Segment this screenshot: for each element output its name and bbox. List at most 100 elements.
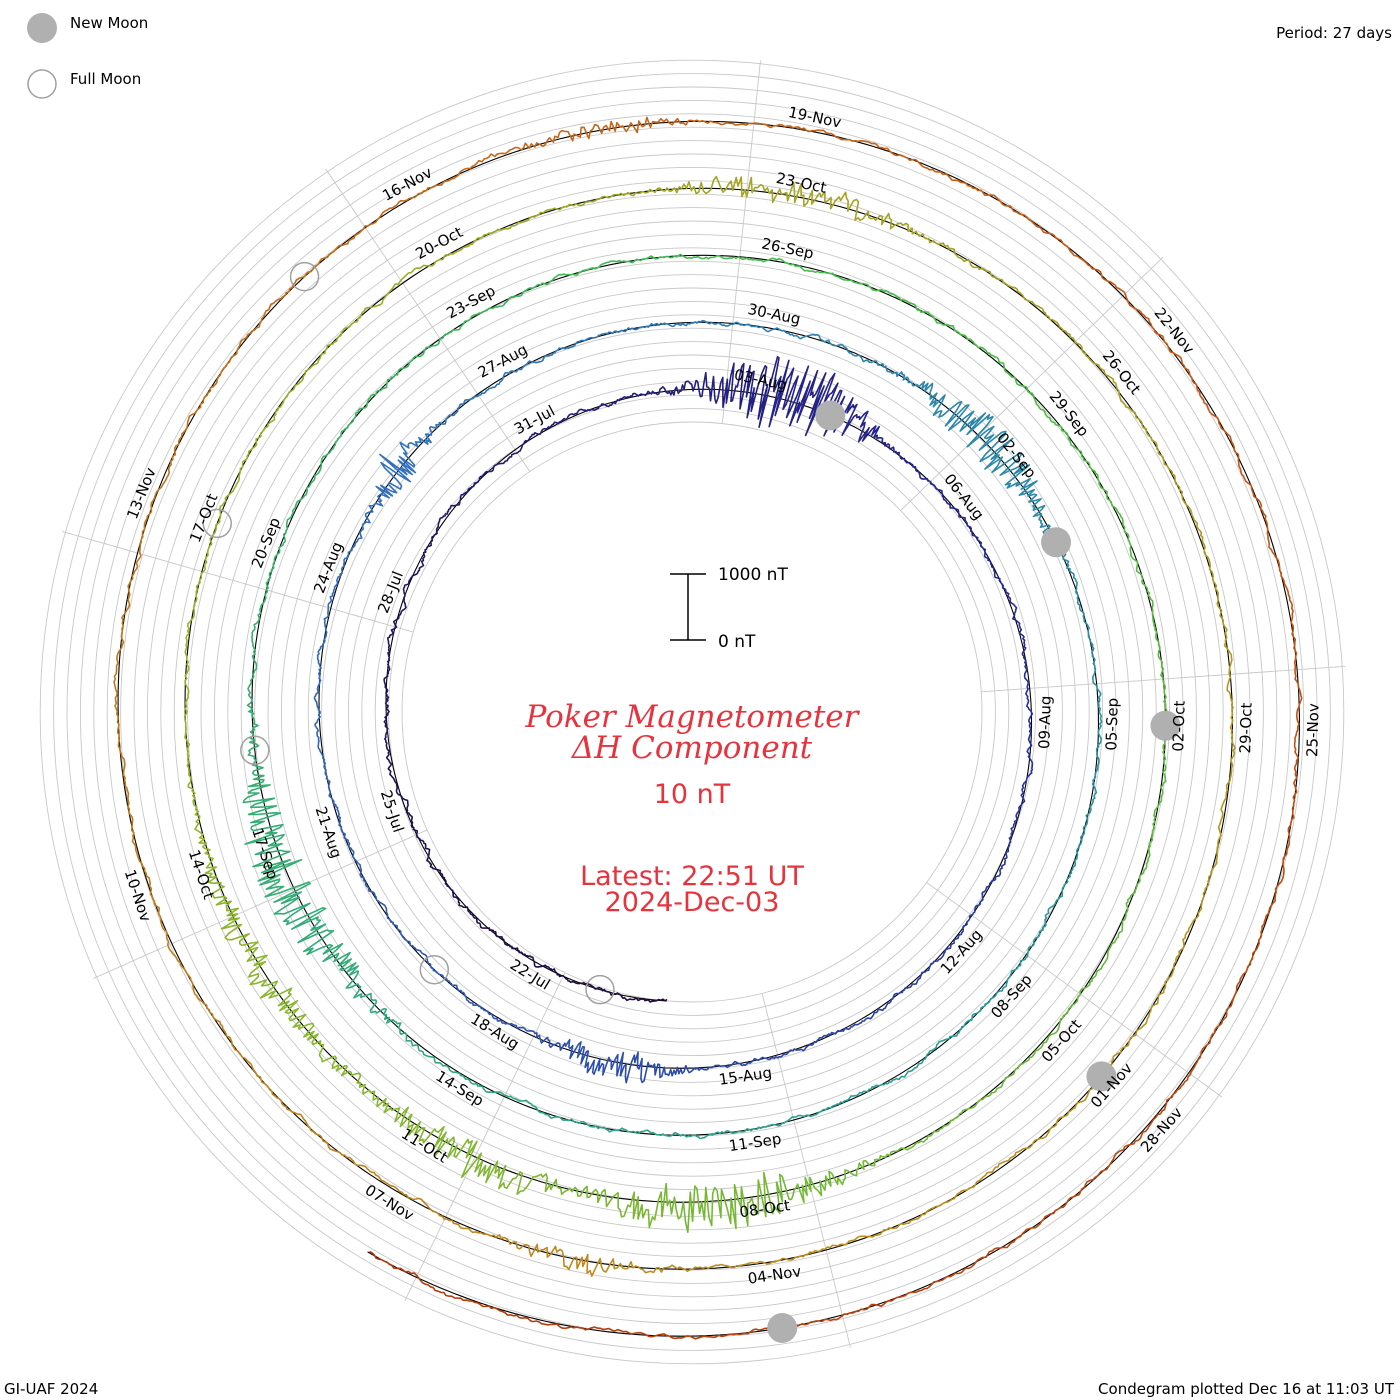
trace-segment — [507, 1095, 603, 1130]
trace-segment — [887, 1023, 966, 1085]
trace-segment — [345, 970, 420, 1051]
date-label: 16-Nov — [379, 163, 435, 204]
trace-segment — [636, 253, 745, 262]
data-trace — [113, 116, 1303, 1340]
trace-segment — [302, 409, 360, 499]
trace-segment — [966, 415, 1042, 507]
grid-circle — [200, 220, 1184, 1204]
trace-segment — [460, 1226, 589, 1274]
trace-segment — [534, 964, 601, 990]
trace-segment — [386, 1261, 523, 1319]
scale-caption: 10 nT — [654, 779, 731, 810]
date-label: 26-Sep — [760, 234, 815, 262]
full-moon-marker — [585, 974, 615, 1005]
date-label: 25-Jul — [377, 788, 408, 835]
trace-segment — [131, 824, 174, 955]
trace-segment — [1041, 308, 1126, 405]
trace-segment — [358, 340, 441, 411]
date-label: 09-Aug — [1035, 695, 1055, 749]
footer-right: Condegram plotted Dec 16 at 11:03 UT — [1098, 1380, 1395, 1398]
trace-segment — [346, 1156, 462, 1228]
trace-segment — [1072, 774, 1098, 869]
full-moon-marker — [289, 261, 320, 292]
trace-segment — [693, 175, 821, 207]
period-label: Period: 27 days — [1276, 24, 1392, 42]
trace-segment — [911, 463, 967, 522]
trace-segment — [1277, 559, 1303, 702]
trace-segment — [402, 525, 440, 592]
trace-segment — [849, 1187, 970, 1242]
trace-segment — [950, 324, 1035, 398]
trace-segment — [600, 987, 668, 1003]
grid-circle — [321, 341, 1063, 1083]
new-moon-marker — [1150, 710, 1181, 741]
trace-segment — [434, 1131, 549, 1195]
trace-segment — [327, 783, 360, 865]
trace-segment — [383, 662, 391, 737]
trace-segment — [383, 735, 409, 805]
full-moon-label: Full Moon — [70, 70, 141, 88]
grid-circle — [334, 354, 1050, 1070]
grid-circle — [280, 300, 1104, 1124]
trace-segment — [340, 1065, 445, 1148]
trace-segment — [601, 1126, 701, 1140]
trace-segment — [619, 1051, 708, 1084]
trace-segment — [369, 1250, 388, 1263]
trace-segment — [207, 872, 268, 986]
trace-segment — [929, 900, 982, 966]
trace-segment — [985, 1013, 1066, 1098]
trace-segment — [964, 951, 1029, 1025]
trace-segment — [457, 204, 572, 253]
trace-segment — [327, 529, 363, 611]
date-label: 22-Jul — [507, 955, 553, 993]
trace-segment — [706, 1050, 791, 1071]
grid-circle — [347, 367, 1037, 1057]
trace-segment — [356, 250, 458, 322]
trace-segment — [639, 319, 730, 329]
new-moon-label: New Moon — [70, 14, 148, 32]
trace-segment — [902, 374, 994, 436]
trace-segment — [904, 156, 1032, 222]
scale-top-label: 1000 nT — [718, 565, 788, 585]
new-moon-marker — [1086, 1061, 1117, 1092]
trace-segment — [521, 1317, 667, 1338]
trace-segment — [980, 825, 1015, 902]
date-label: 06-Aug — [940, 470, 987, 523]
trace-segment — [489, 426, 551, 473]
date-label: 25-Nov — [1303, 703, 1323, 757]
trace-segment — [313, 697, 331, 784]
trace-segment — [1027, 867, 1074, 953]
trace-segment — [1065, 917, 1127, 1016]
date-label: 28-Jul — [374, 569, 407, 616]
trace-segment — [113, 555, 142, 691]
grid-spoke — [325, 168, 531, 472]
grid-circle — [173, 193, 1211, 1231]
trace-segment — [1204, 762, 1234, 890]
date-label: 29-Sep — [1046, 388, 1093, 441]
trace-segment — [1012, 746, 1034, 827]
trace-segment — [818, 190, 936, 244]
trace-segment — [850, 279, 951, 327]
grid-circle — [240, 260, 1144, 1164]
grid-spoke — [62, 530, 414, 633]
trace-segment — [361, 452, 417, 531]
trace-segment — [586, 1257, 722, 1277]
date-label: 21-Aug — [312, 804, 346, 860]
grid-circle — [79, 99, 1305, 1325]
date-label: 05-Sep — [1102, 698, 1122, 751]
date-label: 02-Sep — [993, 429, 1040, 482]
trace-segment — [465, 997, 542, 1041]
scale-bar: 1000 nT 0 nT — [670, 565, 788, 652]
date-label: 17-Sep — [248, 826, 282, 882]
trace-segment — [186, 313, 266, 428]
full-moon-marker — [202, 508, 232, 539]
new-moon-marker — [815, 400, 846, 431]
full-moon-marker — [240, 735, 270, 766]
trace-segment — [841, 403, 913, 465]
trace-segment — [386, 591, 407, 664]
trace-segment — [1168, 975, 1243, 1100]
trace-segment — [720, 1240, 851, 1269]
chart-title: Poker Magnetometer — [525, 699, 861, 735]
trace-segment — [437, 470, 490, 526]
